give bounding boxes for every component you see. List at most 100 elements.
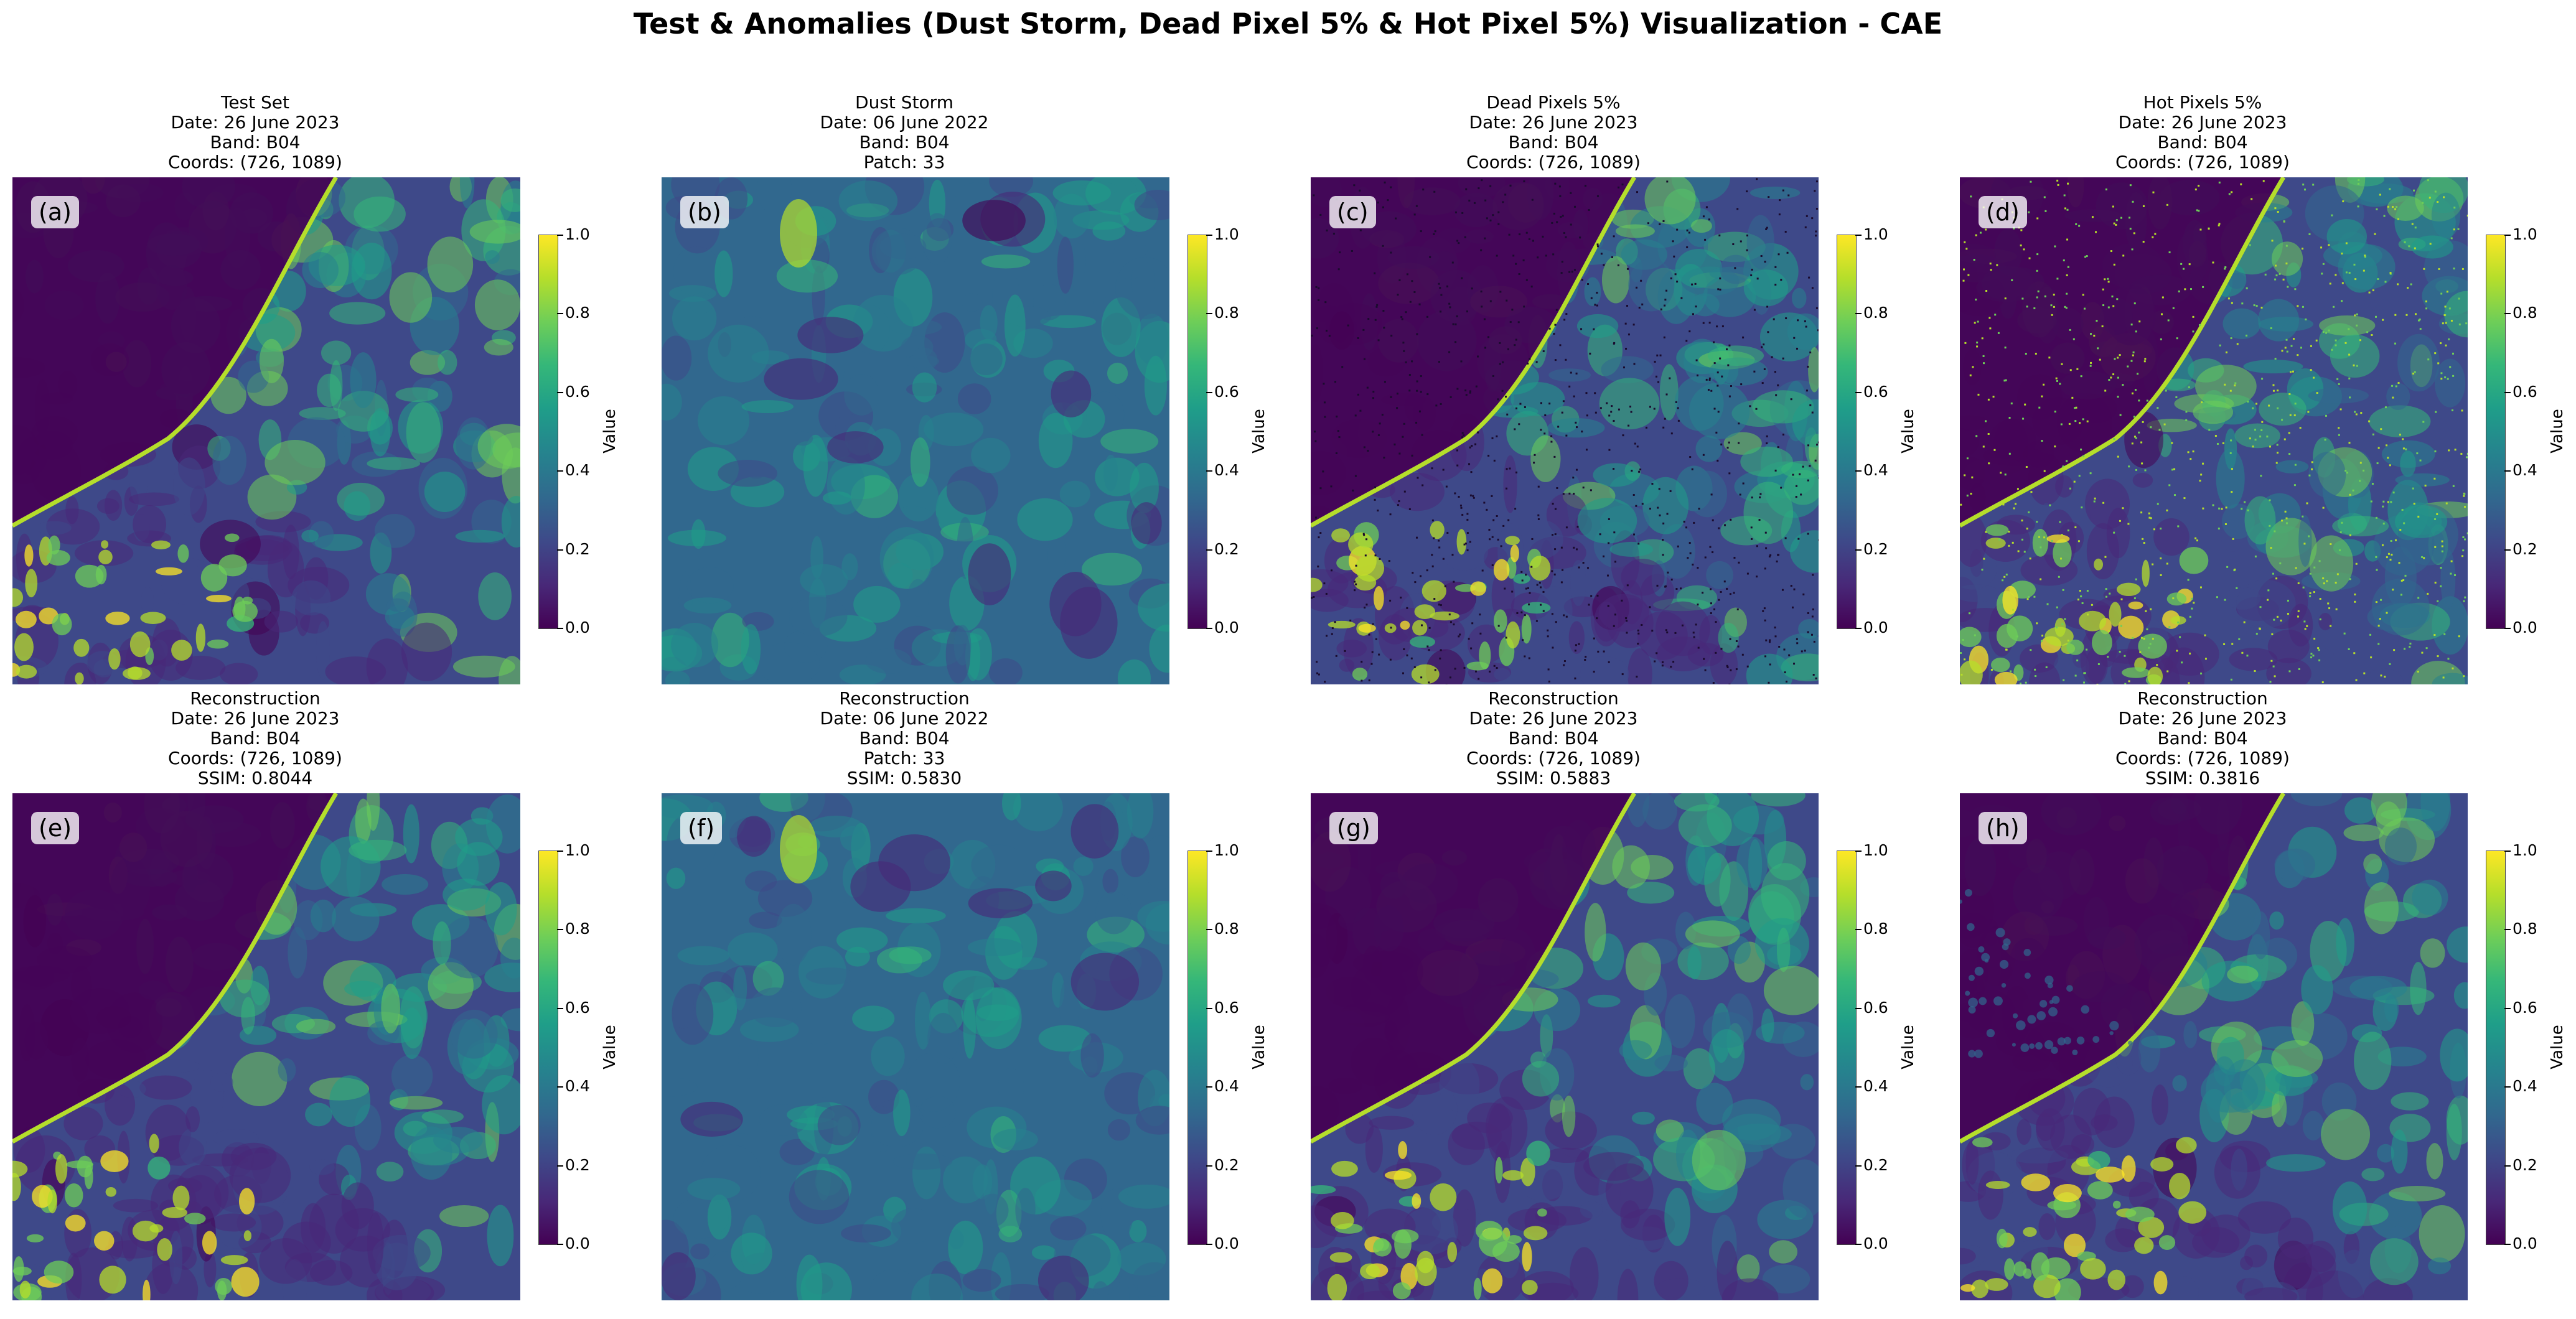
texture-blob (1001, 793, 1021, 821)
hot-pixel (2394, 208, 2397, 210)
texture-blob (1121, 836, 1150, 878)
hot-pixel (2308, 233, 2311, 235)
hot-pixel (1972, 366, 1974, 368)
dead-pixel (1806, 215, 1808, 217)
dead-pixel (1658, 488, 1660, 490)
hot-pixel (2129, 217, 2131, 219)
dead-pixel (1721, 325, 1724, 327)
dead-pixel (1543, 432, 1546, 435)
hot-pixel (2297, 610, 2300, 612)
dead-pixel (1736, 608, 1739, 610)
dead-pixel (1416, 389, 1418, 392)
dead-pixel (1359, 189, 1361, 192)
dead-pixel (1596, 245, 1599, 248)
dead-pixel (1606, 574, 1609, 577)
hot-pixel (2181, 661, 2183, 664)
dead-pixel (1697, 604, 1699, 606)
texture-blob (265, 440, 326, 485)
hot-pixel (2283, 438, 2286, 440)
dead-pixel (1319, 213, 1322, 216)
dead-pixel (1780, 487, 1782, 489)
dead-pixel (1613, 342, 1615, 345)
texture-blob (1535, 586, 1573, 635)
hot-pixel (2129, 184, 2132, 187)
hot-pixel (2199, 586, 2202, 589)
hot-pixel (2292, 338, 2295, 340)
panel-title-line: Coords: (726, 1089) (1466, 152, 1641, 172)
dead-pixel (1528, 604, 1530, 606)
panel-label: (b) (680, 196, 729, 228)
hot-pixel (2071, 396, 2074, 399)
colorbar-tick-label: 0.0 (557, 1234, 609, 1253)
dead-pixel (1815, 235, 1817, 237)
dead-pixel (1464, 236, 1466, 238)
texture-blob (317, 373, 342, 408)
hot-pixel (2427, 179, 2429, 182)
dead-pixel (1573, 493, 1575, 495)
texture-blob (1439, 1058, 1480, 1112)
hot-pixel (2288, 670, 2291, 673)
texture-blob (1605, 1163, 1654, 1219)
hot-pixel (2462, 549, 2465, 552)
dead-pixel (1478, 187, 1480, 190)
texture-blob (212, 436, 246, 485)
dead-pixel (1607, 605, 1609, 607)
dead-pixel (1433, 233, 1435, 235)
dead-pixel (1466, 532, 1469, 534)
hot-pixel (2277, 389, 2279, 392)
dead-pixel (1363, 358, 1365, 360)
dead-pixel (1608, 414, 1611, 417)
hot-pixel (2259, 627, 2261, 630)
hot-pixel (2117, 357, 2119, 359)
hot-pixel (2176, 337, 2178, 340)
hot-pixel (2008, 416, 2011, 419)
panel-title-line: Date: 26 June 2023 (1469, 708, 1638, 729)
hot-pixel (2397, 283, 2399, 286)
dead-pixel (1496, 435, 1498, 437)
texture-blob (671, 623, 719, 668)
bright-patch (2054, 1278, 2081, 1300)
panel-title-line: SSIM: 0.3816 (2145, 768, 2260, 788)
texture-blob (1031, 1245, 1056, 1260)
dead-pixel (1454, 341, 1457, 343)
hot-pixel (2133, 302, 2136, 305)
dead-pixel (1449, 306, 1451, 309)
water-region (12, 793, 336, 1142)
dead-pixel (1777, 554, 1780, 556)
texture-blob (2172, 1074, 2187, 1092)
colorbar-tick-label: 0.2 (1855, 1156, 1907, 1175)
dead-pixel (1728, 472, 1731, 475)
texture-blob (1485, 1096, 1528, 1158)
hot-pixel (2379, 618, 2381, 620)
hot-pixel (2240, 183, 2242, 185)
hot-pixel (2061, 534, 2063, 536)
dead-pixel (1718, 599, 1720, 601)
dead-pixel (1318, 673, 1320, 676)
dead-pixel (1381, 414, 1384, 416)
dead-pixel (1790, 584, 1792, 587)
hot-pixel (2010, 670, 2012, 673)
hot-pixel (2231, 491, 2233, 493)
dead-pixel (1675, 588, 1678, 590)
dead-pixel (1728, 441, 1730, 444)
hot-pixel (2069, 369, 2072, 371)
hot-pixel (2105, 588, 2107, 590)
bright-patch (1447, 1242, 1458, 1262)
hot-pixel (2412, 372, 2415, 375)
hot-pixel (2180, 263, 2183, 265)
texture-blob (2330, 334, 2380, 378)
panel-f: Reconstruction Date: 06 June 2022 Band: B0… (649, 689, 1272, 1313)
dead-pixel (1765, 547, 1768, 549)
hot-pixel (2036, 217, 2039, 220)
bright-patch (47, 1190, 58, 1214)
dead-pixel (1608, 661, 1610, 663)
dead-pixel (1491, 495, 1493, 497)
hot-pixel (2464, 596, 2466, 599)
texture-blob (1687, 845, 1721, 885)
hot-pixel (2427, 592, 2429, 595)
hot-pixel (2325, 332, 2328, 334)
dead-pixel (1579, 236, 1581, 239)
bright-patch (1996, 1228, 2008, 1249)
hot-pixel (2271, 633, 2274, 635)
hot-pixel (2033, 595, 2036, 598)
